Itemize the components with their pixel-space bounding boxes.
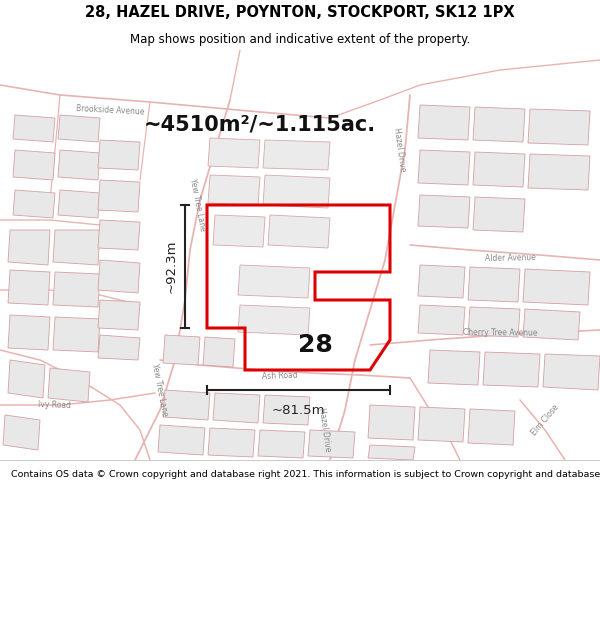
Polygon shape [418,265,465,298]
Polygon shape [8,360,45,398]
Polygon shape [473,107,525,142]
Polygon shape [208,175,260,205]
Polygon shape [48,368,90,402]
Polygon shape [418,407,465,442]
Polygon shape [238,265,310,298]
Polygon shape [163,390,210,420]
Polygon shape [468,409,515,445]
Polygon shape [3,415,40,450]
Polygon shape [98,140,140,170]
Polygon shape [418,105,470,140]
Polygon shape [263,395,310,425]
Polygon shape [528,109,590,145]
Polygon shape [98,300,140,330]
Polygon shape [98,335,140,360]
Polygon shape [428,350,480,385]
Polygon shape [268,215,330,248]
Polygon shape [263,175,330,208]
Text: Brookside Avenue: Brookside Avenue [76,104,145,116]
Polygon shape [53,272,100,307]
Text: ~92.3m: ~92.3m [164,240,178,293]
Polygon shape [13,150,55,180]
Polygon shape [58,190,100,218]
Polygon shape [468,307,520,337]
Polygon shape [523,269,590,305]
Text: Contains OS data © Crown copyright and database right 2021. This information is : Contains OS data © Crown copyright and d… [11,470,600,479]
Polygon shape [418,150,470,185]
Polygon shape [368,405,415,440]
Text: ~4510m²/~1.115ac.: ~4510m²/~1.115ac. [144,115,376,135]
Polygon shape [418,305,465,335]
Text: Cherry Tree Avenue: Cherry Tree Avenue [463,328,537,338]
Polygon shape [263,140,330,170]
Text: Map shows position and indicative extent of the property.: Map shows position and indicative extent… [130,32,470,46]
Polygon shape [53,230,100,265]
Polygon shape [473,197,525,232]
Polygon shape [473,152,525,187]
Text: Ash Road: Ash Road [262,371,298,381]
Polygon shape [208,138,260,168]
Polygon shape [98,220,140,250]
Polygon shape [13,115,55,142]
Polygon shape [523,309,580,340]
Polygon shape [58,115,100,142]
Text: 28, HAZEL DRIVE, POYNTON, STOCKPORT, SK12 1PX: 28, HAZEL DRIVE, POYNTON, STOCKPORT, SK1… [85,5,515,20]
Polygon shape [238,305,310,335]
Polygon shape [8,270,50,305]
Polygon shape [543,354,600,390]
Polygon shape [203,337,235,367]
Polygon shape [528,154,590,190]
Polygon shape [98,180,140,212]
Polygon shape [98,260,140,293]
Polygon shape [308,430,355,458]
Polygon shape [208,428,255,457]
Polygon shape [468,267,520,302]
Text: Alder Avenue: Alder Avenue [484,253,536,263]
Text: Yew Tree Lane: Yew Tree Lane [188,178,208,232]
Text: 28: 28 [298,333,332,357]
Polygon shape [258,430,305,458]
Polygon shape [53,317,100,352]
Polygon shape [158,425,205,455]
Polygon shape [163,335,200,365]
Polygon shape [418,195,470,228]
Polygon shape [213,393,260,423]
Polygon shape [8,230,50,265]
Text: Yew Tree Lane: Yew Tree Lane [151,363,170,417]
Polygon shape [213,215,265,247]
Text: Ivy Road: Ivy Road [38,400,71,410]
Polygon shape [58,150,100,180]
Polygon shape [13,190,55,218]
Polygon shape [8,315,50,350]
Text: Elm Close: Elm Close [530,402,560,437]
Polygon shape [368,445,415,460]
Text: ~81.5m: ~81.5m [272,404,325,417]
Polygon shape [483,352,540,387]
Text: Hazel Drive: Hazel Drive [317,408,332,452]
Text: Hazel Drive: Hazel Drive [392,127,407,172]
